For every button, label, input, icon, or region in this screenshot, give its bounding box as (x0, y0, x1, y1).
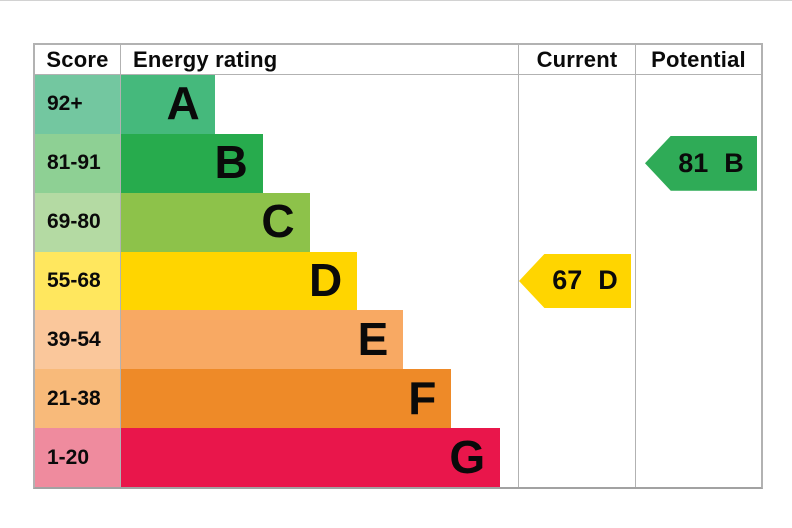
score-range-a: 92+ (35, 75, 120, 134)
score-column: Score 92+ 81-91 69-80 55-68 39-54 21-38 … (35, 45, 120, 488)
current-column-body: 67 D (519, 75, 635, 487)
band-row-g: G (121, 428, 518, 488)
score-range-f: 21-38 (35, 369, 120, 429)
current-rating-arrow: 67 D (519, 253, 631, 309)
band-letter-b: B (214, 136, 248, 189)
rating-bar-g: G (121, 428, 501, 488)
score-header: Score (35, 45, 120, 75)
rating-bar-d: D (121, 251, 358, 311)
band-letter-c: C (261, 195, 295, 248)
band-row-f: F (121, 369, 518, 429)
rating-bar-a: A (121, 75, 215, 134)
rating-bar-b: B (121, 133, 263, 193)
score-range-g: 1-20 (35, 428, 120, 488)
band-letter-a: A (166, 77, 200, 130)
band-row-b: B (121, 133, 518, 193)
potential-column: Potential 81 B (635, 45, 761, 487)
current-column: Current 67 D (518, 45, 635, 487)
band-row-a: A (121, 75, 518, 134)
potential-rating-value: 81 (678, 147, 709, 178)
score-range-d: 55-68 (35, 251, 120, 311)
band-letter-f: F (408, 371, 437, 424)
current-header: Current (519, 45, 635, 75)
energy-rating-header: Energy rating (121, 45, 518, 75)
band-letter-g: G (449, 430, 486, 483)
band-letter-e: E (357, 312, 389, 365)
potential-header: Potential (636, 45, 761, 75)
current-rating-letter: D (598, 265, 618, 296)
potential-rating-arrow: 81 B (645, 135, 757, 191)
score-range-e: 39-54 (35, 310, 120, 370)
band-row-d: D (121, 251, 518, 311)
current-rating-value: 67 (552, 265, 583, 296)
rating-bar-c: C (121, 192, 310, 252)
potential-rating-letter: B (724, 147, 744, 178)
top-border-line (0, 0, 792, 1)
epc-table: Score 92+ 81-91 69-80 55-68 39-54 21-38 … (33, 43, 763, 489)
band-row-c: C (121, 192, 518, 252)
score-range-b: 81-91 (35, 133, 120, 193)
rating-bar-e: E (121, 310, 404, 370)
band-row-e: E (121, 310, 518, 370)
score-column-body: 92+ 81-91 69-80 55-68 39-54 21-38 1-20 (35, 75, 120, 488)
score-range-c: 69-80 (35, 192, 120, 252)
energy-rating-column: Energy rating A B C D E F (120, 45, 518, 488)
band-letter-d: D (308, 254, 343, 306)
rating-bar-f: F (121, 369, 452, 429)
energy-rating-column-body: A B C D E F G (121, 75, 518, 488)
potential-column-body: 81 B (636, 75, 761, 487)
